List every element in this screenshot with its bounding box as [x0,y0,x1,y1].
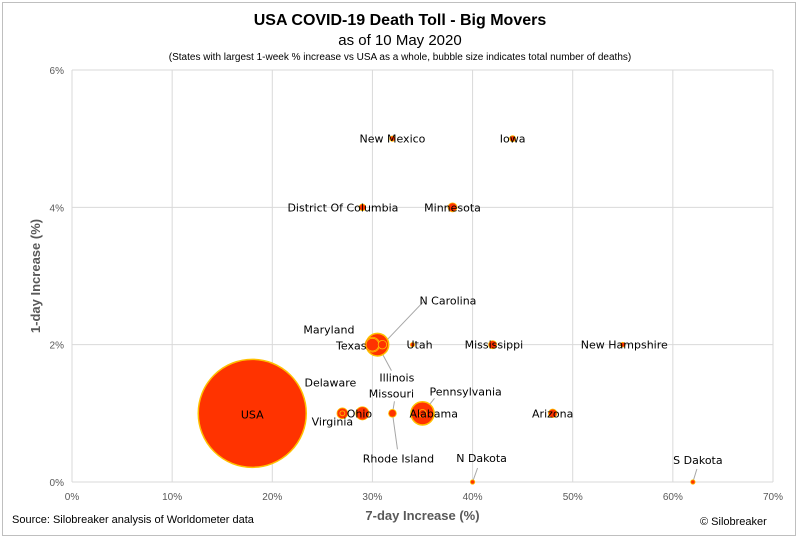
point-labels: USA Texas Maryland N Carolina Illinois Alabam… [241,133,723,467]
bubble-rhode-island [388,409,397,418]
point-label: Mississippi [465,339,524,352]
chart-note: (States with largest 1-week % increase v… [168,52,632,63]
bubble-delaware [339,410,346,417]
x-tick-label: 40% [463,492,483,503]
point-label: N Carolina [419,295,476,308]
point-label: Texas [335,340,367,353]
y-tick-label: 6% [50,66,65,77]
point-label: S Dakota [673,454,722,467]
x-tick-label: 10% [162,492,182,503]
bubble-mississippi [488,340,498,350]
point-label: New Hampshire [581,339,668,352]
point-label: Missouri [369,387,414,400]
point-label: Alabama [410,407,459,420]
point-label: Pennsylvania [430,385,502,398]
bubble-n-dakota [469,479,476,485]
bubble-ohio [355,406,370,421]
bubble-n-carolina [377,339,388,350]
leader-line [391,413,398,450]
x-tick-label: 0% [65,492,80,503]
bubble-district-of-columbia [358,203,367,212]
x-axis-label: 7-day Increase (%) [365,508,479,523]
point-label: Minnesota [424,201,481,214]
point-label: Iowa [500,133,526,146]
x-tick-label: 70% [763,492,783,503]
point-label: USA [241,408,264,421]
bubble-s-dakota [690,479,696,485]
bubble-usa [197,358,308,469]
point-label: Maryland [303,324,354,337]
bubble-texas [365,337,380,352]
chart-subtitle: as of 10 May 2020 [338,32,462,49]
point-label: Utah [406,339,432,352]
x-tick-label: 50% [563,492,583,503]
bubble-new-hampshire [620,341,626,348]
bubble-minnesota [447,202,458,213]
point-label: New Mexico [360,133,426,146]
bubble-iowa [509,135,517,143]
bubble-arizona [548,408,558,419]
chart-title: USA COVID-19 Death Toll - Big Movers [253,12,547,29]
y-tick-label: 0% [50,478,65,489]
x-tick-label: 30% [362,492,382,503]
bubble-new-mexico [389,135,396,142]
y-axis-label: 1-day Increase (%) [28,219,43,333]
x-tick-label: 20% [262,492,282,503]
point-label: Illinois [379,372,414,385]
axes: 0% 10% 20% 30% 40% 50% 60% 70% 0% 2% 4% 6% [50,66,784,503]
point-label: Virginia [312,415,353,428]
copyright: © Silobreaker [700,516,767,528]
bubble-alabama [418,409,427,418]
point-label: Ohio [347,407,373,420]
point-label: Rhode Island [363,452,434,465]
grid [71,69,774,483]
y-tick-label: 4% [50,203,65,214]
y-tick-label: 2% [50,341,65,352]
point-label: Arizona [532,407,573,420]
point-label: District Of Columbia [287,201,398,214]
leader-line [382,301,424,346]
point-label: N Dakota [456,452,507,465]
bubbles [197,135,696,485]
source-note: Source: Silobreaker analysis of Worldome… [12,514,254,526]
point-label: Delaware [304,376,356,389]
bubble-utah [409,342,416,348]
x-tick-label: 60% [663,492,683,503]
